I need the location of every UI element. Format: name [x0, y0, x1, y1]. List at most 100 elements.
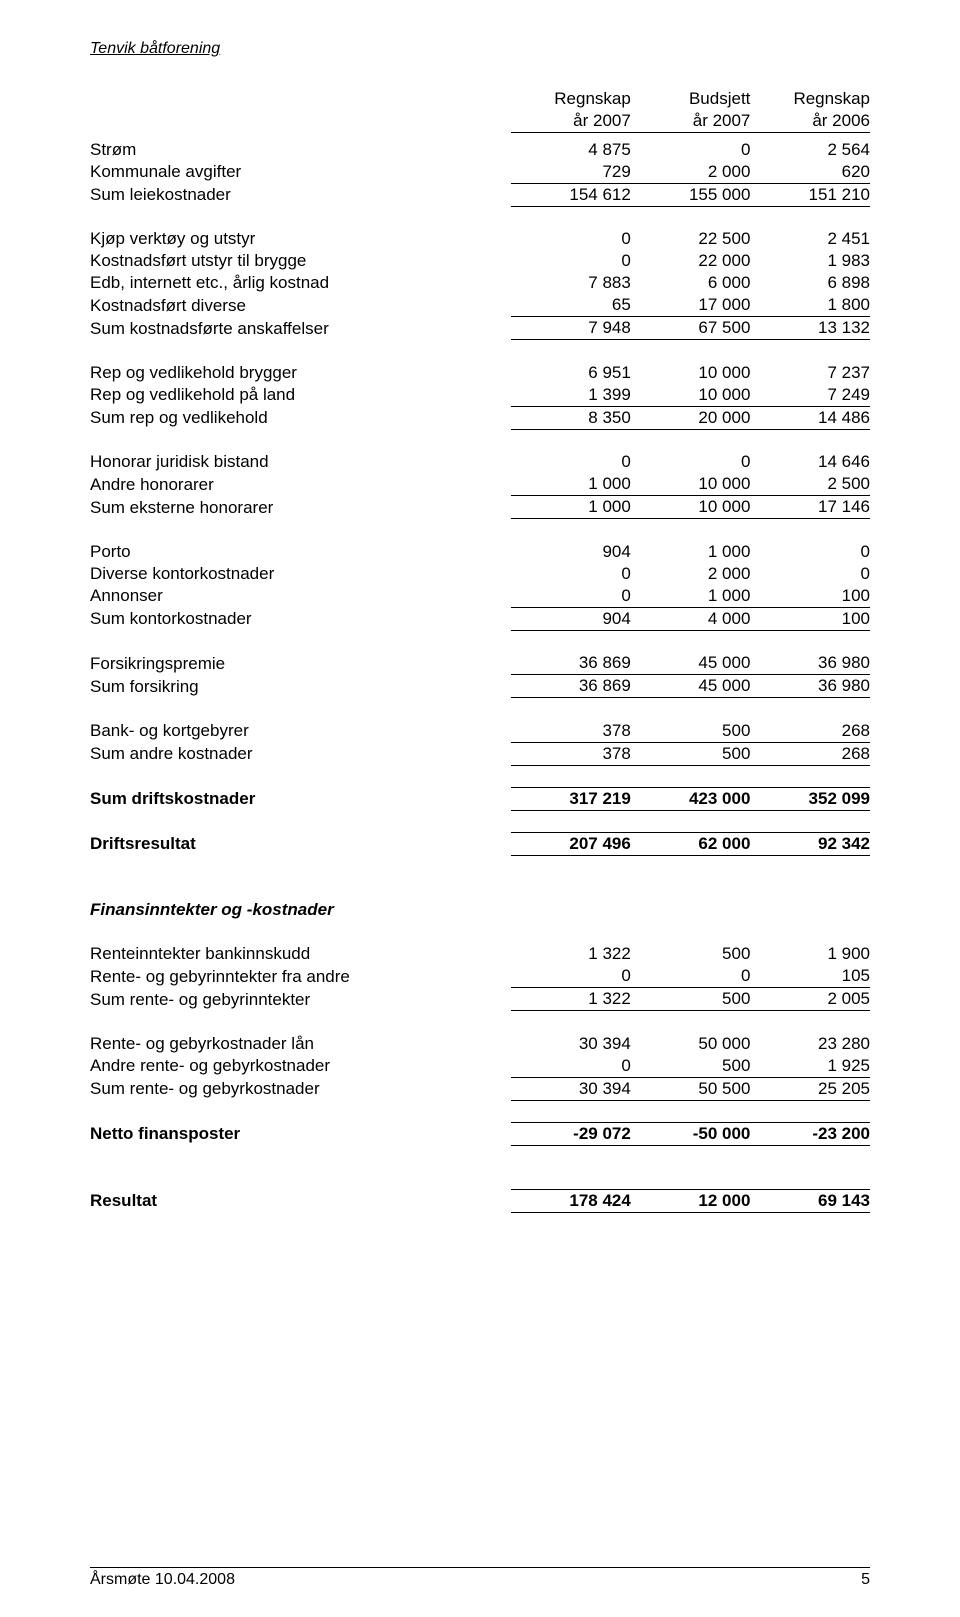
row-value: 904 [511, 607, 631, 630]
row-label: Sum leiekostnader [90, 183, 511, 206]
row-value: 154 612 [511, 183, 631, 206]
spacer-row [90, 206, 870, 228]
page-header: Tenvik båtforening [90, 40, 870, 60]
row-value: 0 [631, 451, 751, 473]
row-value: 620 [750, 161, 870, 184]
row-label: Renteinntekter bankinnskudd [90, 943, 511, 965]
row-value: 50 500 [631, 1077, 751, 1100]
row-label: Diverse kontorkostnader [90, 563, 511, 585]
row-value: 100 [750, 585, 870, 608]
row-label: Edb, internett etc., årlig kostnad [90, 272, 511, 294]
row-value: 8 350 [511, 406, 631, 429]
row-value: -29 072 [511, 1122, 631, 1145]
row-value: 25 205 [750, 1077, 870, 1100]
row-value: 14 486 [750, 406, 870, 429]
row-value: 100 [750, 607, 870, 630]
table-row: Netto finansposter-29 072-50 000-23 200 [90, 1122, 870, 1145]
row-value: 17 146 [750, 496, 870, 519]
col-header: Regnskap [511, 88, 631, 110]
col-header: Budsjett [631, 88, 751, 110]
row-value: 1 000 [511, 473, 631, 496]
row-label: Annonser [90, 585, 511, 608]
row-value: 1 983 [750, 250, 870, 272]
col-header: Regnskap [750, 88, 870, 110]
spacer-row [90, 519, 870, 541]
row-value: 500 [631, 1055, 751, 1078]
table-row: Diverse kontorkostnader02 0000 [90, 563, 870, 585]
page-footer: Årsmøte 10.04.2008 5 [90, 1567, 870, 1589]
row-label: Honorar juridisk bistand [90, 451, 511, 473]
row-label: Kostnadsført diverse [90, 294, 511, 317]
row-value: 1 000 [511, 496, 631, 519]
row-label: Sum andre kostnader [90, 742, 511, 765]
row-value: 0 [750, 541, 870, 563]
section-heading: Finansinntekter og -kostnader [90, 899, 870, 921]
table-row: Renteinntekter bankinnskudd1 3225001 900 [90, 943, 870, 965]
footer-page-number: 5 [861, 1571, 870, 1589]
spacer-row [90, 921, 870, 943]
row-value: 207 496 [511, 832, 631, 855]
table-row: Sum forsikring36 86945 00036 980 [90, 675, 870, 698]
row-value: 10 000 [631, 473, 751, 496]
table-row: Sum andre kostnader378500268 [90, 742, 870, 765]
table-row: Rente- og gebyrinntekter fra andre00105 [90, 965, 870, 988]
row-label: Strøm [90, 139, 511, 161]
row-value: 0 [511, 250, 631, 272]
row-value: 423 000 [631, 787, 751, 810]
spacer-row [90, 1145, 870, 1167]
row-value: 500 [631, 943, 751, 965]
row-label: Rep og vedlikehold brygger [90, 362, 511, 384]
row-label: Kommunale avgifter [90, 161, 511, 184]
row-value: 729 [511, 161, 631, 184]
row-value: 17 000 [631, 294, 751, 317]
spacer-row [90, 698, 870, 720]
row-value: 6 951 [511, 362, 631, 384]
row-value: 50 000 [631, 1033, 751, 1055]
table-row: Rep og vedlikehold brygger6 95110 0007 2… [90, 362, 870, 384]
row-label: Sum eksterne honorarer [90, 496, 511, 519]
row-value: 0 [511, 585, 631, 608]
row-value: 69 143 [750, 1189, 870, 1212]
table-row: Andre honorarer1 00010 0002 500 [90, 473, 870, 496]
row-value: 22 000 [631, 250, 751, 272]
table-row: Sum driftskostnader317 219423 000352 099 [90, 787, 870, 810]
row-value: 13 132 [750, 317, 870, 340]
row-value: 1 322 [511, 943, 631, 965]
financial-table: RegnskapBudsjettRegnskapår 2007år 2007år… [90, 88, 870, 1213]
column-header-row: RegnskapBudsjettRegnskap [90, 88, 870, 110]
row-value: 30 394 [511, 1033, 631, 1055]
row-label: Driftsresultat [90, 832, 511, 855]
row-value: 0 [511, 965, 631, 988]
row-value: 105 [750, 965, 870, 988]
row-value: 500 [631, 742, 751, 765]
row-value: 500 [631, 988, 751, 1011]
row-value: 0 [631, 965, 751, 988]
row-value: 352 099 [750, 787, 870, 810]
row-value: 0 [511, 451, 631, 473]
row-value: 4 000 [631, 607, 751, 630]
row-label: Sum kontorkostnader [90, 607, 511, 630]
table-row: Driftsresultat207 49662 00092 342 [90, 832, 870, 855]
row-value: 65 [511, 294, 631, 317]
spacer-row [90, 340, 870, 362]
row-label: Sum driftskostnader [90, 787, 511, 810]
row-value: 10 000 [631, 384, 751, 407]
row-value: 1 800 [750, 294, 870, 317]
row-value: 36 980 [750, 675, 870, 698]
 [90, 88, 511, 110]
row-value: -50 000 [631, 1122, 751, 1145]
row-value: 317 219 [511, 787, 631, 810]
row-label: Sum rep og vedlikehold [90, 406, 511, 429]
row-label: Andre honorarer [90, 473, 511, 496]
row-value: 1 000 [631, 585, 751, 608]
table-row: Bank- og kortgebyrer378500268 [90, 720, 870, 743]
spacer-row [90, 810, 870, 832]
row-value: 2 564 [750, 139, 870, 161]
 [90, 110, 511, 133]
table-row: Forsikringspremie36 86945 00036 980 [90, 652, 870, 675]
row-value: 178 424 [511, 1189, 631, 1212]
table-row: Sum kostnadsførte anskaffelser7 94867 50… [90, 317, 870, 340]
row-value: 92 342 [750, 832, 870, 855]
row-value: 4 875 [511, 139, 631, 161]
row-value: 2 500 [750, 473, 870, 496]
